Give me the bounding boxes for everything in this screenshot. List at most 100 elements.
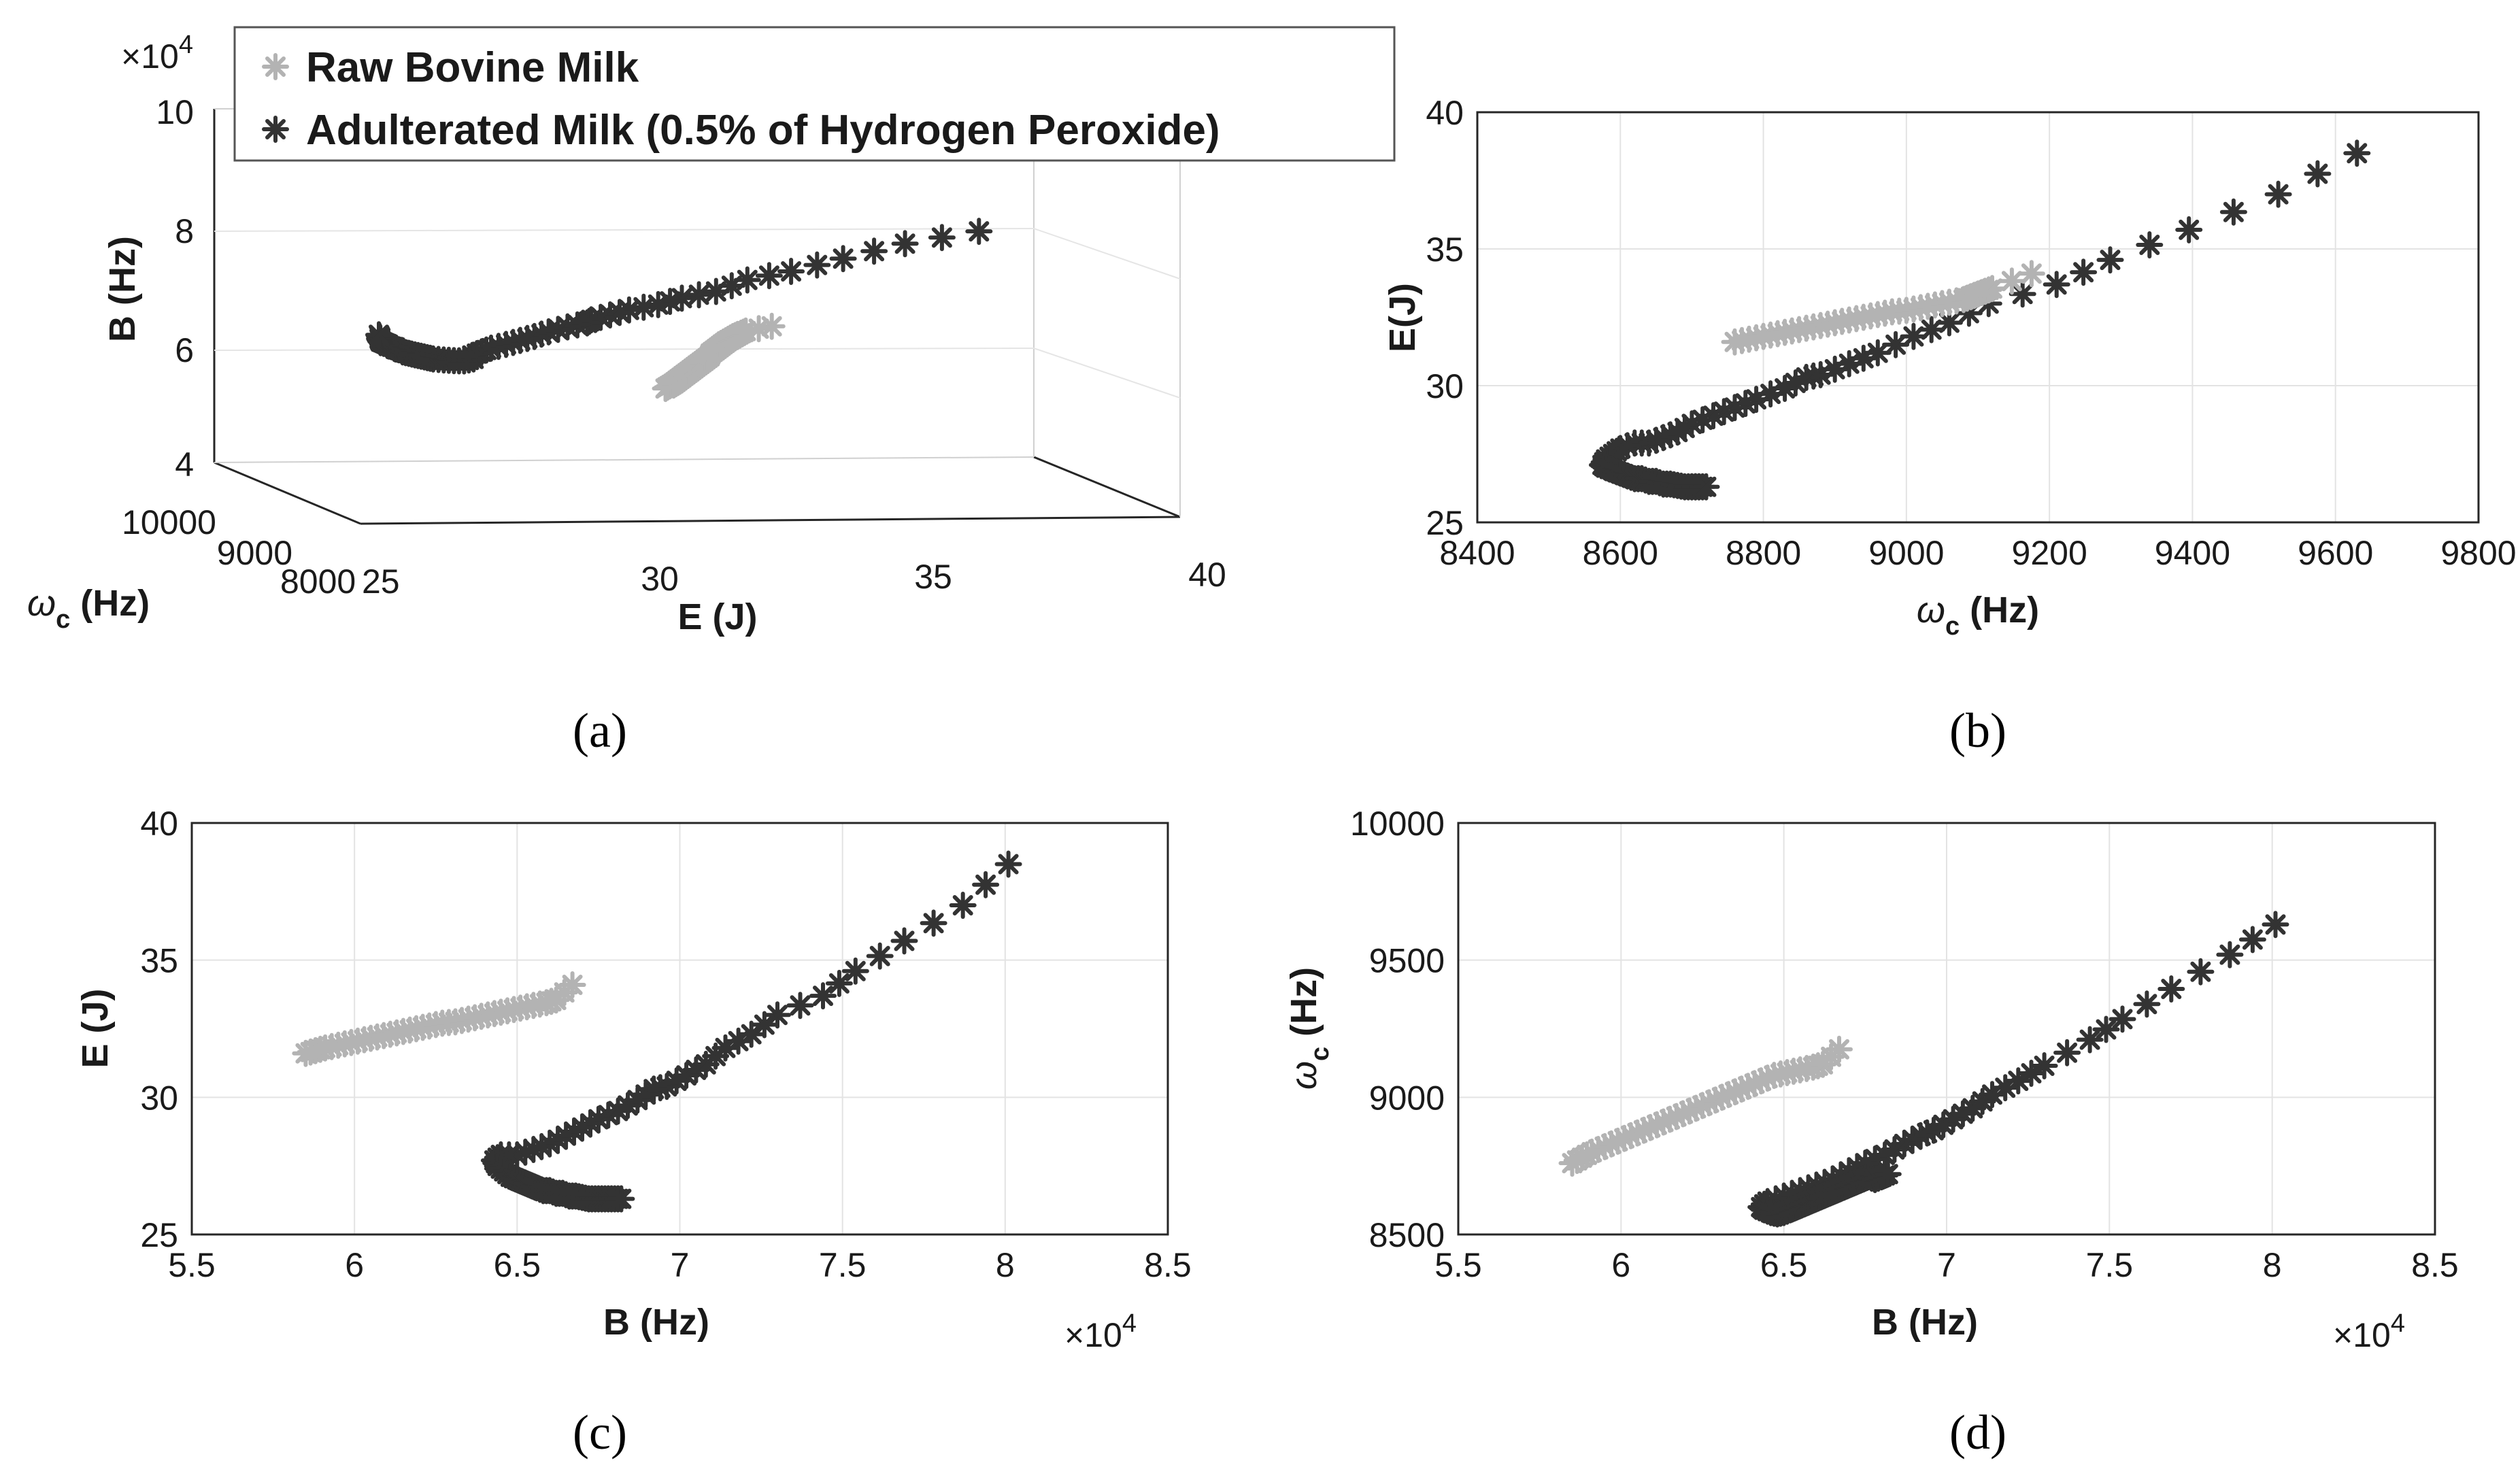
data-point — [2306, 163, 2329, 186]
legend-box — [233, 26, 1396, 162]
caption-d: (d) — [1949, 1405, 2006, 1460]
x-tick-label: 8.5 — [2411, 1246, 2459, 1284]
data-point — [2189, 960, 2212, 983]
data-point — [832, 247, 855, 270]
series-adulterated — [1591, 141, 2368, 498]
x-tick-label: 8400 — [1439, 534, 1515, 572]
y-axis-label: E (J) — [75, 988, 116, 1068]
x-tick-label: 6.5 — [494, 1246, 541, 1284]
data-point — [952, 894, 975, 917]
grid — [1458, 822, 2436, 1235]
e-tick: 35 — [914, 558, 952, 596]
legend-label-adulterated: Adulterated Milk (0.5% of Hydrogen Perox… — [306, 107, 1220, 154]
y-tick-label: 30 — [140, 1079, 178, 1117]
axes-box — [1476, 111, 2480, 524]
z-exponent-label: ×104 — [121, 31, 193, 75]
ticks: 5.5 6 6.5 7 7.5 8 8.5 25 30 35 40 — [140, 805, 1191, 1284]
data-point — [367, 323, 390, 346]
data-point — [930, 226, 954, 249]
data-point — [1695, 475, 1718, 499]
data-point — [2241, 928, 2264, 951]
grid — [191, 822, 1169, 1235]
x-axis-label: B (Hz) — [1872, 1302, 1978, 1343]
y-tick-label: 30 — [1426, 367, 1464, 405]
data-point — [862, 239, 886, 263]
data-point — [1828, 1038, 1851, 1061]
data-point — [2218, 943, 2241, 966]
data-point — [967, 220, 990, 243]
e-tick: 30 — [641, 560, 679, 598]
x-tick-label: 9800 — [2440, 534, 2516, 572]
caption-c: (c) — [573, 1405, 627, 1460]
data-point — [2095, 1018, 2118, 1041]
data-point — [922, 911, 945, 935]
x-tick-label: 6.5 — [1760, 1246, 1808, 1284]
data-point — [974, 873, 997, 896]
omega-tick: 9000 — [217, 534, 292, 572]
x-tick-label: 9400 — [2155, 534, 2230, 572]
omega-axis-line — [214, 461, 361, 525]
legend-marker — [264, 118, 287, 141]
data-point — [2055, 1041, 2079, 1064]
e-tick: 40 — [1188, 556, 1226, 594]
z-tick: 4 — [175, 445, 194, 484]
z-axis-label: B (Hz) — [102, 236, 143, 342]
data-point — [2264, 913, 2287, 936]
caption-a: (a) — [573, 703, 627, 758]
x-exponent-label: ×104 — [2333, 1309, 2405, 1354]
data-point — [894, 232, 917, 255]
data-point — [2267, 183, 2290, 206]
e-tick: 25 — [362, 562, 400, 601]
x-tick-label: 7.5 — [2086, 1246, 2134, 1284]
data-point — [2345, 141, 2368, 165]
legend-marker-adulterated — [264, 118, 287, 141]
x-exponent-label: ×104 — [1064, 1309, 1137, 1354]
x-tick-label: 9200 — [2012, 534, 2087, 572]
data-point — [2079, 1028, 2102, 1052]
y-tick-label: 10000 — [1350, 805, 1445, 843]
x-tick-label: 8800 — [1726, 534, 1801, 572]
panel-b: 8400 8600 8800 9000 9200 9400 9600 9800 25 30 35 40… — [1382, 94, 2517, 641]
x-tick-label: 8 — [996, 1246, 1015, 1284]
data-point — [705, 280, 728, 303]
y-tick-label: 25 — [1426, 504, 1464, 542]
data-point — [805, 254, 828, 277]
e-axis-line — [360, 516, 1181, 525]
data-point — [789, 994, 812, 1017]
data-point — [2222, 201, 2245, 224]
y-tick-label: 35 — [1426, 231, 1464, 269]
x-tick-label: 7.5 — [819, 1246, 867, 1284]
data-point — [561, 973, 584, 996]
data-point — [1877, 1162, 1900, 1185]
legend-marker — [264, 55, 287, 78]
legend: Raw Bovine Milk Adulterated Milk (0.5% o… — [233, 26, 1396, 162]
data-point — [844, 960, 867, 983]
ticks: 5.5 6 6.5 7 7.5 8 8.5 8500 9000 9500 10000 — [1350, 805, 2459, 1284]
panel-d: 5.5 6 6.5 7 7.5 8 8.5 8500 9000 9500 10000 ωc (Hz)… — [1283, 805, 2459, 1354]
y-axis-label: E(J) — [1382, 283, 1423, 352]
y-tick-label: 35 — [140, 942, 178, 980]
data-point — [779, 260, 803, 283]
data-point — [828, 972, 851, 995]
panel-a: 10 8 6 4 ×104 B (Hz) 10000 9000 8000 25 … — [27, 31, 1226, 637]
e-axis-label: E (J) — [677, 596, 757, 637]
y-tick-label: 9500 — [1369, 942, 1445, 980]
y-axis-label: ωc (Hz) — [1283, 967, 1334, 1090]
omega-axis-label: ωc (Hz) — [27, 583, 150, 634]
data-point — [609, 1188, 633, 1211]
x-tick-label: 8 — [2263, 1246, 2282, 1284]
data-point — [688, 283, 711, 306]
data-point — [760, 315, 784, 338]
x-tick-label: 7 — [671, 1246, 690, 1284]
x-tick-label: 6 — [1611, 1246, 1630, 1284]
data-point — [869, 945, 892, 968]
ticks: 8400 8600 8800 9000 9200 9400 9600 9800 25 30 35 40 — [1426, 94, 2516, 572]
data-point — [2160, 977, 2183, 1000]
z-tick: 8 — [175, 212, 194, 250]
axes-box — [190, 822, 1169, 1236]
x-axis-label: B (Hz) — [603, 1302, 709, 1343]
series-adulterated — [483, 853, 1020, 1211]
data-point — [2177, 218, 2200, 241]
data-point — [758, 264, 781, 287]
